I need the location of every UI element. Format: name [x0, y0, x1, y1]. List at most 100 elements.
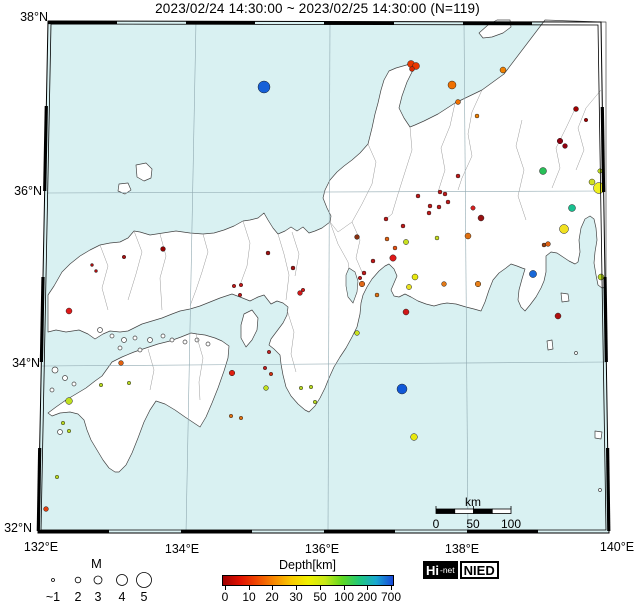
earthquake-marker — [568, 204, 576, 212]
depth-tick — [225, 586, 226, 590]
depth-tick — [296, 586, 297, 590]
prefecture-borders — [99, 89, 602, 401]
earthquake-marker — [477, 214, 485, 222]
scalebar-label-0: 0 — [432, 517, 440, 531]
earthquake-marker — [499, 66, 507, 74]
lon-label-138e: 138°E — [444, 542, 480, 556]
earthquake-marker — [90, 263, 94, 267]
depth-scale-title: Depth[km] — [279, 558, 336, 572]
earthquake-marker — [354, 234, 360, 240]
earthquake-marker — [427, 203, 433, 209]
earthquake-marker — [94, 269, 98, 273]
earthquake-marker — [265, 250, 271, 256]
earthquake-marker — [266, 349, 272, 355]
earthquake-marker — [389, 254, 397, 262]
earthquake-marker — [415, 193, 421, 199]
hinet-logo-net: -net — [440, 565, 455, 575]
earthquake-marker — [447, 80, 457, 90]
depth-tick — [344, 586, 345, 590]
magnitude-label-1: ~1 — [45, 590, 61, 604]
earthquake-marker — [60, 420, 66, 426]
earthquake-marker — [409, 66, 415, 72]
earthquake-marker — [426, 210, 432, 216]
earthquake-marker — [257, 80, 271, 94]
distance-scale-bar — [435, 506, 512, 514]
depth-tick-label-200: 200 — [356, 590, 378, 604]
earthquake-marker — [597, 273, 605, 281]
lon-label-132e: 132°E — [23, 540, 59, 554]
earthquake-marker — [357, 275, 363, 281]
depth-tick — [320, 586, 321, 590]
depth-colorbar — [222, 575, 394, 586]
earthquake-marker — [406, 284, 412, 290]
earthquake-marker — [65, 307, 73, 315]
earthquake-marker — [98, 382, 104, 388]
earthquake-marker — [358, 280, 366, 288]
earthquake-marker — [403, 239, 409, 245]
earthquake-marker — [554, 312, 562, 320]
depth-tick-label-20: 20 — [265, 590, 279, 604]
map-frame — [36, 20, 611, 534]
magnitude-label-2: 2 — [74, 590, 82, 604]
earthquake-marker — [312, 399, 318, 405]
earthquake-marker — [470, 205, 476, 211]
earthquake-marker — [400, 223, 406, 229]
earthquake-marker — [392, 245, 398, 251]
magnitude-legend-circles — [51, 572, 152, 588]
earthquake-marker — [441, 281, 447, 287]
earthquake-marker — [545, 241, 551, 247]
lat-label-34n: 34°N — [12, 356, 40, 370]
earthquake-marker — [455, 99, 461, 105]
earthquake-marker — [268, 371, 274, 377]
magnitude-label-5: 5 — [140, 590, 148, 604]
lake-biwa — [345, 267, 359, 304]
earthquake-marker — [263, 385, 269, 391]
graticule — [41, 20, 608, 534]
earthquake-marker — [238, 282, 244, 288]
depth-tick — [249, 586, 250, 590]
earthquake-marker — [298, 385, 304, 391]
earthquake-marker — [354, 330, 360, 336]
lat-label-32n: 32°N — [4, 521, 32, 535]
earthquake-marker — [383, 216, 389, 222]
earthquake-marker — [374, 292, 380, 298]
earthquake-marker — [118, 360, 124, 366]
earthquake-marker — [396, 383, 408, 395]
earthquake-marker — [445, 199, 451, 205]
hinet-nied-logo[interactable]: Hi -net NIED — [423, 561, 499, 579]
scalebar-unit: km — [465, 495, 481, 509]
earthquake-marker — [539, 167, 547, 175]
lon-label-136e: 136°E — [304, 542, 340, 556]
page-title: 2023/02/24 14:30:00 ~ 2023/02/25 14:30:0… — [155, 1, 480, 16]
earthquake-marker — [588, 178, 596, 186]
earthquake-marker — [562, 143, 568, 149]
earthquake-marker — [434, 235, 440, 241]
land-islands — [47, 19, 603, 492]
earthquake-marker — [384, 236, 390, 242]
earthquake-marker — [238, 415, 244, 421]
earthquake-marker — [300, 287, 306, 293]
earthquake-marker — [160, 246, 166, 252]
scalebar-label-50: 50 — [466, 517, 480, 531]
earthquake-marker — [297, 290, 303, 296]
depth-tick — [367, 586, 368, 590]
earthquake-marker — [529, 270, 537, 278]
earthquake-marker — [126, 380, 132, 386]
earthquake-marker — [231, 283, 237, 289]
earthquake-marker — [66, 428, 72, 434]
magnitude-legend-circle — [74, 576, 82, 584]
earthquake-marker — [442, 191, 448, 197]
magnitude-legend-title: M — [91, 556, 102, 571]
lon-label-140e: 140°E — [599, 540, 635, 554]
earthquake-marker — [308, 384, 314, 390]
depth-tick-label-700: 700 — [380, 590, 402, 604]
scalebar-label-100: 100 — [500, 517, 522, 531]
earthquake-marker — [121, 254, 127, 260]
earthquake-marker — [573, 106, 579, 112]
earthquake-marker — [54, 474, 60, 480]
earthquake-marker — [474, 113, 480, 119]
earthquake-marker — [237, 292, 243, 298]
earthquake-marker — [361, 270, 367, 276]
depth-tick-label-0: 0 — [221, 590, 229, 604]
magnitude-legend-circle — [136, 572, 152, 588]
